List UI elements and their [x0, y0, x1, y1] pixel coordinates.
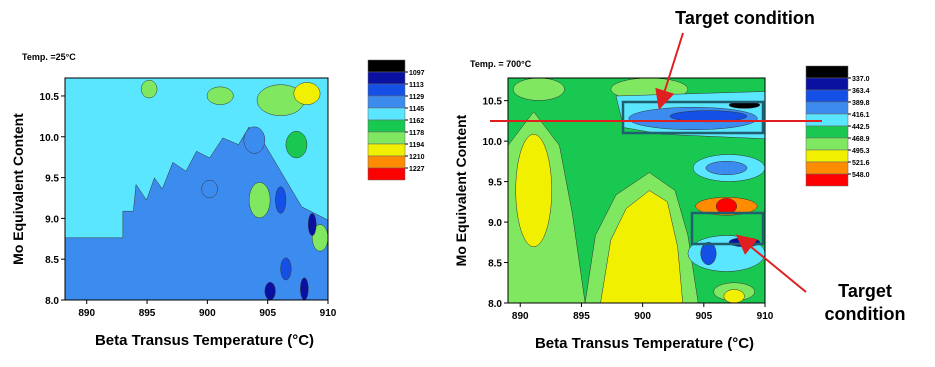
x-tick-label: 895 — [573, 311, 590, 322]
contour-region — [65, 126, 328, 300]
x-tick-label: 905 — [259, 308, 276, 319]
y-tick-label: 8.0 — [488, 299, 502, 310]
colorbar-label: 1162 — [409, 118, 424, 125]
contour-region — [300, 277, 309, 300]
colorbar-swatch — [805, 161, 849, 175]
x-tick-label: 900 — [634, 311, 651, 322]
colorbar-label: 1097 — [409, 70, 425, 77]
y-tick-label: 9.5 — [488, 178, 502, 189]
x-tick-label: 905 — [695, 311, 712, 322]
colorbar-swatch — [367, 167, 406, 181]
target-box — [690, 211, 765, 246]
arrow — [735, 234, 807, 293]
colorbar-swatch — [367, 59, 406, 73]
annotation: Target condition — [824, 281, 906, 324]
y-tick-label: 8.5 — [45, 255, 59, 266]
panel-annotation: Temp. =25°C — [22, 52, 76, 62]
contour-region — [705, 161, 748, 175]
colorbar-label: 389.8 — [852, 100, 870, 107]
x-tick-label: 910 — [757, 311, 774, 322]
contour-region — [264, 281, 276, 300]
contour-region — [700, 242, 717, 265]
plot-frame — [507, 77, 766, 304]
contour-region — [723, 289, 745, 303]
y-axis-label: Mo Equivalent Content — [10, 113, 26, 265]
colorbar-swatch — [367, 143, 406, 157]
colorbar-swatch — [805, 101, 849, 115]
colorbar-label: 1145 — [409, 106, 424, 113]
x-axis-label: Beta Transus Temperature (°C) — [95, 332, 314, 349]
annotation: Target condition — [675, 8, 815, 28]
x-tick-label: 890 — [512, 311, 529, 322]
y-tick-label: 10.0 — [483, 137, 503, 148]
contour-region — [280, 257, 292, 281]
y-tick-label: 9.5 — [45, 174, 59, 185]
colorbar-swatch — [367, 83, 406, 97]
target-box — [621, 100, 765, 135]
colorbar-label: 1227 — [409, 166, 425, 173]
colorbar-swatch — [367, 131, 406, 145]
contour-region — [515, 134, 552, 247]
contour-fill — [508, 78, 765, 303]
colorbar-label: 1178 — [409, 130, 424, 137]
arrow — [655, 32, 684, 110]
x-tick-label: 910 — [320, 308, 337, 319]
x-tick-label: 895 — [139, 308, 156, 319]
contour-region — [206, 86, 234, 105]
contour-region — [285, 131, 308, 159]
contour-region — [308, 213, 317, 236]
colorbar-label: 1210 — [409, 154, 425, 161]
y-tick-label: 10.0 — [40, 133, 60, 144]
contour-fill — [65, 78, 328, 300]
colorbar-swatch — [805, 149, 849, 163]
y-tick-label: 8.0 — [45, 296, 59, 307]
y-tick-label: 10.5 — [483, 97, 503, 108]
colorbar-label: 1129 — [409, 94, 424, 101]
contour-region — [512, 78, 565, 101]
colorbar-label: 416.1 — [852, 112, 870, 119]
colorbar-swatch — [367, 107, 406, 121]
y-axis-label: Mo Equivalent Content — [453, 114, 469, 266]
colorbar-label: 1113 — [409, 82, 424, 89]
contour-region — [600, 190, 684, 303]
contour-region — [201, 179, 218, 199]
colorbar-label: 468.9 — [852, 136, 870, 143]
plot-area — [508, 78, 765, 303]
contour-region — [243, 126, 266, 154]
colorbar-swatch — [805, 137, 849, 151]
colorbar-swatch — [805, 77, 849, 91]
y-tick-label: 10.5 — [40, 92, 60, 103]
colorbar-label: 1194 — [409, 142, 424, 149]
y-tick-label: 9.0 — [45, 214, 59, 225]
colorbar-swatch — [367, 71, 406, 85]
colorbar-swatch — [805, 173, 849, 187]
x-tick-label: 890 — [78, 308, 95, 319]
contour-region — [275, 186, 287, 214]
contour-region — [293, 82, 321, 105]
y-tick-label: 8.5 — [488, 259, 502, 270]
colorbar-swatch — [367, 95, 406, 109]
contour-region — [141, 79, 158, 99]
colorbar-swatch — [805, 89, 849, 103]
contour-region — [248, 182, 271, 219]
plot-area — [65, 78, 328, 300]
colorbar-swatch — [367, 155, 406, 169]
colorbar-label: 363.4 — [852, 88, 870, 95]
plot-frame — [64, 77, 329, 301]
x-axis-label: Beta Transus Temperature (°C) — [535, 335, 754, 352]
colorbar-swatch — [805, 65, 849, 79]
colorbar-swatch — [805, 125, 849, 139]
colorbar-label: 521.6 — [852, 160, 870, 167]
colorbar-label: 495.3 — [852, 148, 870, 155]
panel-annotation: Temp. = 700°C — [470, 59, 532, 69]
x-tick-label: 900 — [199, 308, 216, 319]
colorbar-label: 548.0 — [852, 172, 870, 179]
colorbar-label: 442.5 — [852, 124, 870, 131]
colorbar-swatch — [367, 119, 406, 133]
colorbar-label: 337.0 — [852, 76, 870, 83]
y-tick-label: 9.0 — [488, 218, 502, 229]
